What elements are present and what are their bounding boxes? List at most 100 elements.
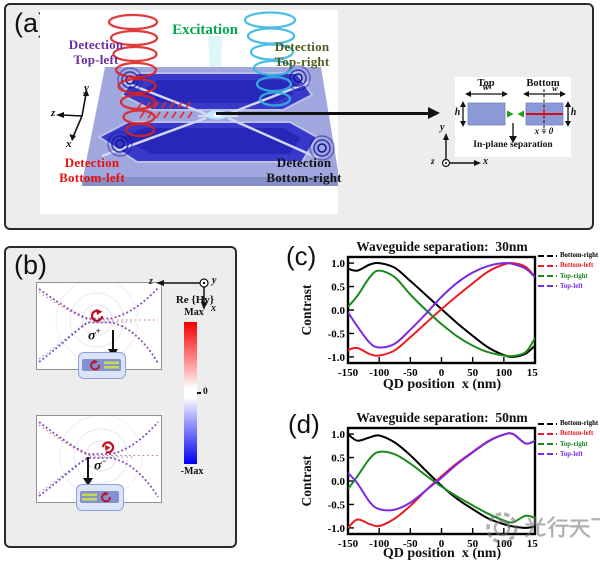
x-tick-label: -100	[369, 538, 390, 550]
detection-bottom-right-label: Detection Bottom-right	[266, 155, 342, 185]
chart-d-title: Waveguide separation: 50nm	[356, 410, 528, 425]
x-tick-label: -150	[338, 538, 359, 550]
legend-label: Bottom-right	[560, 252, 599, 260]
panel-c-label: (c)	[286, 241, 317, 271]
inset-axis-x-label: x	[483, 156, 488, 167]
excitation-label: Excitation	[172, 22, 238, 38]
sigma-plus-label: σ+	[88, 326, 101, 344]
sigma-minus-arrowhead	[83, 478, 93, 486]
legend-label: Bottom-left	[560, 430, 594, 438]
y-tick-label: -1.0	[328, 352, 346, 364]
series-top-right	[348, 269, 535, 358]
legend-item: Bottom-right	[538, 419, 600, 429]
x-tick-label: -50	[403, 367, 418, 379]
inset-separation-label: In-plane separation	[473, 140, 553, 150]
x-tick-label: 50	[467, 367, 479, 379]
legend-line	[538, 275, 557, 278]
legend-label: Top-left	[560, 450, 583, 458]
chart-d-legend: Bottom-right Bottom-left Top-right Top-left	[538, 419, 600, 459]
panel-d-label: (d)	[288, 409, 320, 439]
legend-item: Top-right	[538, 271, 600, 281]
sigma-plus-arrow-line	[112, 330, 114, 350]
watermark-logo-icon	[486, 512, 518, 544]
axis-y-label: y	[84, 82, 89, 94]
series-top-left	[348, 261, 535, 349]
chart-d-xlabel: QD position x (nm)	[382, 546, 502, 561]
legend-line	[538, 432, 557, 435]
x-tick-label: 150	[527, 367, 538, 379]
x-tick-label: 0	[439, 538, 445, 550]
inset-h-label-left: h	[454, 107, 461, 118]
panel-b-axis-x-label: x	[211, 303, 216, 314]
y-tick-label: 0.5	[331, 282, 345, 294]
panel-b-axes-graphic	[156, 278, 209, 310]
x-tick-label: -100	[369, 367, 390, 379]
legend-label: Top-right	[560, 440, 588, 448]
colorbar-title: Re {Hy}	[175, 294, 215, 306]
legend-item: Bottom-left	[538, 429, 600, 439]
x-tick-label: -50	[403, 538, 418, 550]
colorbar-max-label: Max	[184, 307, 204, 318]
y-tick-label: 1.0	[331, 258, 345, 270]
waveguide-inset-graphic-2	[80, 491, 119, 503]
legend-item: Bottom-right	[538, 251, 600, 261]
legend-item: Top-left	[538, 449, 600, 459]
legend-label: Top-left	[560, 282, 583, 290]
inset-bottom-label: Bottom	[526, 78, 560, 89]
axis-z-label: z	[51, 107, 56, 119]
y-tick-label: -1.0	[328, 523, 346, 535]
watermark-text-graphic	[525, 516, 600, 538]
detection-bottom-left-label: Detection Bottom-left	[59, 155, 125, 185]
detection-top-right-label: Detection Top-right	[274, 39, 330, 69]
legend-label: Top-right	[560, 272, 588, 280]
inset-axis-z-label: z	[431, 156, 435, 166]
x-tick-label: 100	[496, 538, 513, 550]
inset-axis-y-label: y	[440, 122, 445, 133]
y-tick-label: 0.0	[331, 305, 345, 317]
watermark-text: 光行天下	[0, 0, 1, 1]
sigma-minus-label: σ−	[94, 456, 108, 474]
legend-label: Bottom-left	[560, 262, 594, 270]
chart-c-title: Waveguide separation: 30nm	[356, 239, 528, 254]
panel-b-label: (b)	[14, 250, 47, 280]
panel-b-axis-y-label: y	[212, 275, 217, 286]
pointer-arrowhead	[428, 107, 440, 119]
chart-c-ylabel: Contrast	[299, 284, 314, 336]
legend-label: Bottom-right	[560, 420, 599, 428]
inset-h-label-right: h	[570, 107, 577, 118]
plot-frame	[346, 426, 537, 536]
coupled-waveguide-inset-1	[78, 352, 126, 379]
red-vortex-beam	[107, 13, 159, 138]
xyz-axes-arrows	[61, 93, 87, 138]
chart-c-xlabel: QD position x (nm)	[382, 377, 502, 392]
x-tick-label: 100	[496, 367, 513, 379]
detection-top-left-label: Detection Top-left	[68, 37, 124, 67]
y-tick-label: 1.0	[331, 429, 345, 441]
x-tick-label: 0	[439, 367, 445, 379]
colorbar-min-label: -Max	[180, 466, 204, 477]
colorbar-zero-tick	[197, 392, 201, 394]
y-tick-label: 0.0	[331, 476, 345, 488]
legend-item: Bottom-left	[538, 261, 600, 271]
inset-top-label: Top	[477, 78, 495, 89]
legend-line	[538, 422, 557, 425]
legend-item: Top-right	[538, 439, 600, 449]
coupled-waveguide-inset-2	[76, 484, 124, 511]
inset-x-zero-label: x = 0	[534, 126, 554, 136]
sigma-minus-arrow-line	[87, 457, 89, 479]
series-top-left	[348, 432, 535, 512]
x-tick-label: 50	[467, 538, 479, 550]
cross-section-graphic	[460, 89, 571, 143]
y-tick-label: -0.5	[328, 499, 346, 511]
legend-line	[538, 443, 557, 446]
chart-d-ylabel: Contrast	[299, 455, 314, 507]
waveguide-inset-graphic-1	[82, 359, 121, 371]
inset-w-label-bottom: w	[552, 83, 558, 93]
legend-line	[538, 264, 557, 267]
field-map-sigma-minus	[36, 414, 162, 503]
legend-item: Top-left	[538, 281, 600, 291]
waveguide-chip-graphic	[56, 11, 340, 186]
cross-section-inset: Top Bottom w w h h x = 0 In-plane separa…	[454, 77, 576, 157]
inset-axes-graphic	[441, 133, 481, 168]
